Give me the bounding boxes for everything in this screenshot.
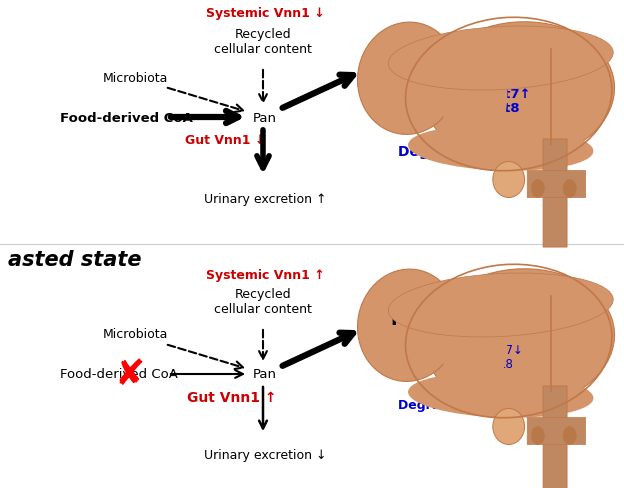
Ellipse shape — [563, 180, 577, 198]
Ellipse shape — [531, 180, 545, 198]
Text: Gut Vnn1 ↑: Gut Vnn1 ↑ — [187, 390, 277, 404]
Text: Food-derived CoA: Food-derived CoA — [60, 368, 178, 381]
FancyBboxPatch shape — [543, 140, 567, 247]
Text: Urinary excretion ↑: Urinary excretion ↑ — [204, 193, 326, 206]
Ellipse shape — [493, 162, 525, 198]
Ellipse shape — [441, 33, 507, 157]
FancyBboxPatch shape — [527, 171, 585, 198]
Text: Gut Vnn1 ↓: Gut Vnn1 ↓ — [185, 133, 265, 146]
Text: Pan: Pan — [253, 111, 277, 124]
Text: Food-derived CoA: Food-derived CoA — [60, 111, 193, 124]
Ellipse shape — [358, 23, 459, 135]
FancyBboxPatch shape — [543, 386, 567, 488]
Text: Recycled
cellular content: Recycled cellular content — [214, 287, 312, 315]
Text: Pan: Pan — [253, 368, 277, 381]
Ellipse shape — [531, 427, 545, 445]
Text: Systemic Vnn1 ↑: Systemic Vnn1 ↑ — [206, 268, 324, 281]
Text: Pan → CoA: Pan → CoA — [415, 61, 481, 74]
Text: Degradation ↓: Degradation ↓ — [398, 398, 500, 411]
Ellipse shape — [388, 27, 613, 91]
Ellipse shape — [408, 126, 593, 171]
Ellipse shape — [358, 269, 459, 382]
Text: Recycled
cellular content: Recycled cellular content — [214, 28, 312, 56]
Ellipse shape — [388, 273, 613, 337]
Text: Nudt7↑
Nudt8: Nudt7↑ Nudt8 — [475, 88, 532, 115]
Text: Microbiota: Microbiota — [102, 328, 168, 341]
Ellipse shape — [408, 372, 593, 418]
Ellipse shape — [424, 23, 615, 163]
Ellipse shape — [563, 427, 577, 445]
Text: Nudt7↓
Nudt8: Nudt7↓ Nudt8 — [478, 344, 524, 371]
FancyBboxPatch shape — [527, 418, 585, 445]
Text: ✘: ✘ — [115, 357, 145, 391]
Text: Systemic Vnn1 ↓: Systemic Vnn1 ↓ — [206, 7, 324, 20]
Text: asted state: asted state — [8, 249, 142, 269]
Text: Pan→CoA: Pan→CoA — [390, 310, 482, 328]
Ellipse shape — [493, 408, 525, 445]
Text: Urinary excretion ↓: Urinary excretion ↓ — [204, 447, 326, 461]
Text: Microbiota: Microbiota — [102, 71, 168, 84]
Text: Degradation ↑: Degradation ↑ — [398, 145, 512, 159]
Ellipse shape — [441, 280, 507, 403]
Ellipse shape — [424, 269, 615, 409]
